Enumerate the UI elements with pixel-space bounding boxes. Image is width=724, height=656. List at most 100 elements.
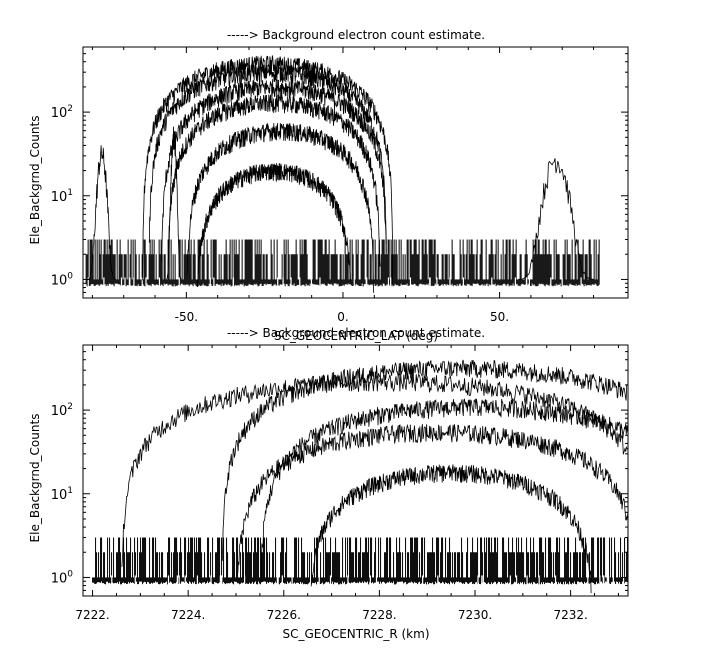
- noise-gap: [561, 277, 563, 290]
- noise-gap: [606, 575, 608, 588]
- noise-gap: [550, 277, 552, 290]
- noise-gap: [219, 575, 221, 588]
- noise-gap: [509, 575, 512, 588]
- noise-gap: [329, 575, 332, 588]
- x-tick-label: 50.: [490, 310, 509, 324]
- series-line-1: [148, 64, 387, 244]
- noise-gap: [87, 277, 89, 290]
- spike-0: [87, 145, 116, 280]
- x-tick-label: 0.: [337, 310, 348, 324]
- noise-gap: [210, 575, 212, 588]
- top-chart-title: -----> Background electron count estimat…: [227, 28, 485, 42]
- noise-floor: [92, 537, 628, 588]
- noise-gap: [244, 575, 246, 588]
- noise-gap: [528, 277, 531, 290]
- bottom-chart-xlabel: SC_GEOCENTRIC_R (km): [283, 627, 430, 641]
- noise-gap: [184, 575, 186, 588]
- noise-gap: [587, 575, 589, 588]
- noise-gap: [221, 575, 223, 588]
- series-line-0: [142, 54, 394, 287]
- noise-gap: [612, 575, 614, 588]
- series-line-4: [186, 122, 374, 293]
- noise-gap: [409, 277, 412, 290]
- bottom-axes: 7222. 7224. 7226. 7228. 7230. 7232. 100 101 102: [51, 345, 628, 622]
- noise-gap: [365, 277, 367, 290]
- noise-gap: [145, 277, 147, 290]
- spike-2: [518, 158, 594, 280]
- noise-gap: [387, 277, 390, 290]
- noise-gap: [525, 277, 527, 290]
- noise-gap: [538, 575, 540, 588]
- noise-gap: [347, 575, 349, 588]
- top-plot-area: [85, 54, 600, 293]
- noise-gap: [128, 277, 130, 290]
- y-tick-label: 100: [51, 271, 74, 288]
- noise-gap: [277, 575, 279, 588]
- noise-gap: [607, 575, 610, 588]
- series-line-4: [310, 464, 592, 594]
- noise-gap: [178, 277, 180, 290]
- noise-gap: [319, 277, 321, 290]
- noise-gap: [462, 277, 465, 290]
- noise-gap: [449, 277, 451, 290]
- top-chart-xlabel: SC_GEOCENTRIC_LAT (deg): [274, 329, 438, 343]
- noise-gap: [276, 575, 279, 588]
- noise-gap: [232, 277, 234, 290]
- noise-gap: [277, 277, 279, 290]
- noise-gap: [554, 575, 557, 588]
- noise-gap: [111, 575, 113, 588]
- noise-gap: [599, 575, 601, 588]
- noise-gap: [526, 575, 528, 588]
- noise-gap: [213, 277, 215, 290]
- bottom-chart-title: -----> Background electron count estimat…: [227, 326, 485, 340]
- top-plot-frame: [82, 46, 629, 299]
- y-tick-label: 102: [51, 402, 73, 419]
- noise-gap: [375, 575, 378, 588]
- x-tick-label: -50.: [175, 310, 198, 324]
- top-axes: -50. 0. 50. 100 101 102: [51, 47, 628, 324]
- series-line-1: [121, 372, 628, 567]
- x-tick-label: 7228.: [362, 608, 396, 622]
- noise-gap: [124, 277, 126, 290]
- noise-gap: [482, 575, 484, 588]
- x-tick-label: 7222.: [75, 608, 109, 622]
- noise-gap: [622, 575, 625, 588]
- y-tick-label: 101: [51, 486, 73, 503]
- noise-gap: [491, 277, 493, 290]
- noise-gap: [282, 277, 284, 290]
- noise-gap: [514, 277, 516, 290]
- x-tick-label: 7226.: [267, 608, 301, 622]
- series-line-2: [260, 398, 628, 583]
- top-chart-ylabel: Ele_Backgrnd_Counts: [28, 116, 42, 245]
- series-line-0: [222, 359, 628, 561]
- noise-gap: [369, 575, 371, 588]
- noise-gap: [310, 575, 312, 588]
- noise-gap: [133, 277, 135, 290]
- x-tick-label: 7224.: [171, 608, 205, 622]
- noise-gap: [134, 575, 136, 588]
- noise-gap: [603, 575, 605, 588]
- noise-floor: [85, 239, 600, 290]
- noise-gap: [310, 277, 312, 290]
- y-tick-label: 102: [51, 104, 73, 121]
- noise-gap: [436, 277, 438, 290]
- y-tick-label: 101: [51, 188, 73, 205]
- noise-gap: [422, 575, 424, 588]
- series-line-2: [161, 79, 387, 262]
- noise-gap: [120, 277, 123, 290]
- x-tick-label: 7230.: [458, 608, 492, 622]
- noise-gap: [103, 277, 105, 290]
- noise-gap: [515, 575, 518, 588]
- noise-gap: [580, 277, 582, 290]
- bottom-chart-ylabel: Ele_Backgrnd_Counts: [28, 414, 42, 543]
- noise-gap: [167, 575, 170, 588]
- noise-gap: [477, 575, 479, 588]
- x-tick-label: 7232.: [553, 608, 587, 622]
- noise-gap: [437, 575, 439, 588]
- bottom-chart: -----> Background electron count estimat…: [28, 326, 629, 641]
- noise-gap: [390, 277, 392, 290]
- noise-gap: [178, 575, 180, 588]
- noise-gap: [196, 575, 199, 588]
